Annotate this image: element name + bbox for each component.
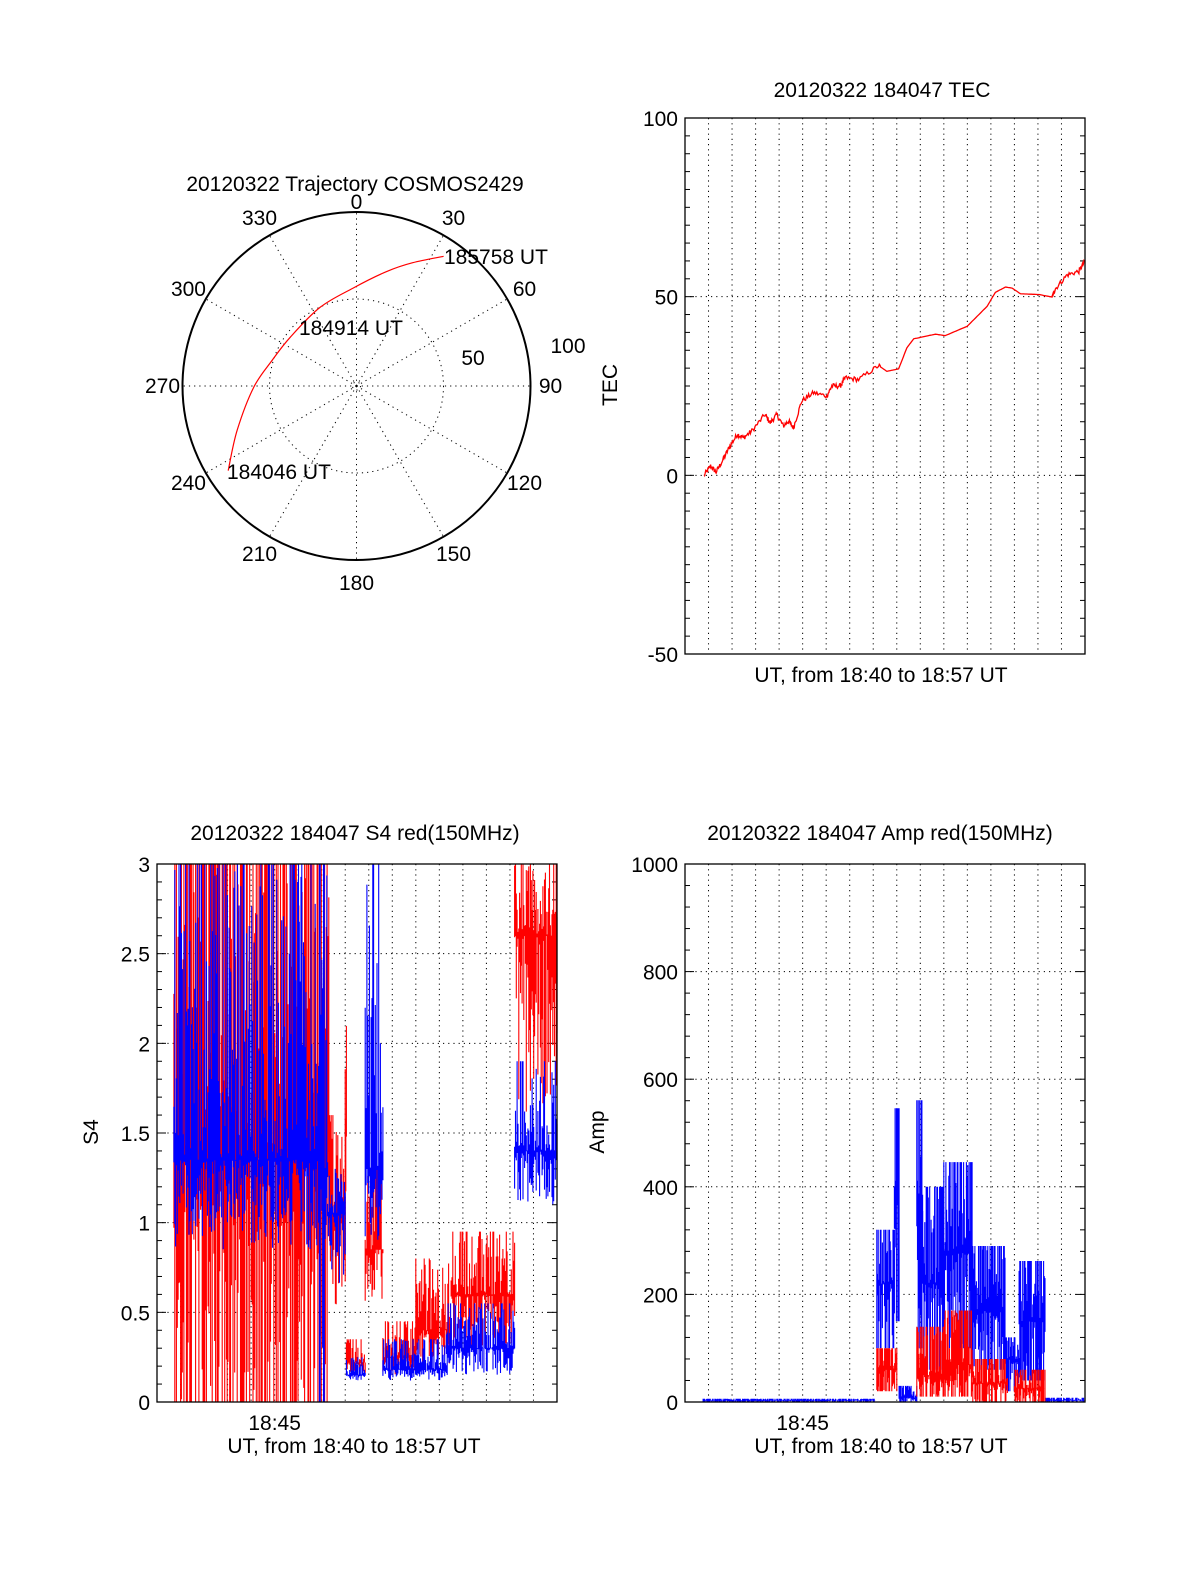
s4-ytick-label: 2 (138, 1033, 150, 1056)
polar-angle-labels: 0 30 60 90 120 150 180 210 240 270 300 330 (145, 191, 562, 595)
trajectory-polar-plot: 20120322 Trajectory COSMOS2429 0 30 60 90 12… (145, 173, 586, 595)
polar-spoke-30 (356, 235, 444, 387)
s4-title: 20120322 184047 S4 red(150MHz) (190, 822, 519, 845)
amp-ytick-label: 200 (643, 1284, 678, 1307)
amp-ytick-label: 800 (643, 962, 678, 985)
s4-ytick-label: 1.5 (121, 1123, 150, 1146)
s4-blue-segment (173, 864, 320, 1250)
amp-blue-segment (916, 1100, 924, 1349)
annotation-start-time: 184046 UT (227, 461, 331, 484)
polar-angle-label: 120 (507, 472, 542, 495)
s4-blue-segment (318, 864, 329, 1402)
tec-title: 20120322 184047 TEC (774, 79, 991, 102)
tec-ytick-label: -50 (648, 644, 678, 667)
polar-angle-label: 60 (513, 278, 536, 301)
polar-angle-label: 210 (242, 543, 277, 566)
polar-angle-label: 180 (339, 572, 374, 595)
polar-spoke-150 (356, 385, 444, 537)
amp-frame (684, 863, 1086, 1403)
tec-ytick-label: 100 (643, 108, 678, 131)
radial-label-50: 50 (461, 347, 484, 370)
tec-frame (684, 117, 1086, 655)
s4-ytick-label: 1 (138, 1213, 150, 1236)
amp-red-segment (971, 1359, 1008, 1402)
amp-xlabel: UT, from 18:40 to 18:57 UT (754, 1435, 1007, 1458)
s4-blue-segment (327, 1168, 346, 1283)
s4-red-segment (364, 1168, 384, 1301)
polar-angle-label: 330 (242, 207, 277, 230)
polar-angle-label: 30 (442, 207, 465, 230)
polar-spoke-330 (269, 235, 357, 387)
polar-center-ring (352, 381, 361, 391)
amp-ytick-label: 0 (666, 1392, 678, 1415)
amp-ylabel: Amp (586, 1110, 609, 1153)
polar-angle-label: 90 (539, 375, 562, 398)
polar-angle-label: 300 (171, 278, 206, 301)
polar-spoke-120 (356, 385, 508, 474)
tec-line (703, 258, 1086, 478)
polar-angle-label: 0 (351, 191, 363, 214)
amp-xtick-label: 18:45 (776, 1412, 829, 1435)
amp-blue-segment (702, 1398, 876, 1402)
amp-blue-segment (898, 1385, 918, 1402)
s4-ytick-label: 0.5 (121, 1302, 150, 1325)
polar-spoke-300 (205, 298, 357, 387)
annotation-end-time: 185758 UT (444, 246, 548, 269)
s4-blue-segment (382, 1339, 447, 1381)
polar-outer-circle (181, 211, 532, 561)
s4-xtick-label: 18:45 (248, 1412, 301, 1435)
amp-blue-segment (893, 1108, 900, 1322)
s4-frame (156, 863, 558, 1403)
tec-ytick-label: 0 (666, 465, 678, 488)
tec-xlabel: UT, from 18:40 to 18:57 UT (754, 664, 1007, 687)
s4-red-segment (345, 1339, 366, 1375)
trajectory-title: 20120322 Trajectory COSMOS2429 (186, 173, 523, 196)
amp-red-segment (1013, 1369, 1046, 1402)
amp-red-segment (943, 1310, 973, 1397)
s4-blue-segment (364, 864, 384, 1240)
polar-spoke-240 (205, 385, 357, 474)
polar-angle-label: 240 (171, 472, 206, 495)
polar-angle-label: 150 (436, 543, 471, 566)
polar-ring-50 (269, 298, 444, 474)
s4-blue-segment (514, 1061, 558, 1205)
annotation-closest-time: 184914 UT (299, 317, 403, 340)
amp-red-segment (876, 1348, 898, 1392)
amp-blue-segment (922, 1186, 945, 1370)
tec-ylabel: TEC (599, 364, 622, 406)
amp-title: 20120322 184047 Amp red(150MHz) (707, 822, 1053, 845)
s4-plot: 20120322 184047 S4 red(150MHz) UT, from … (80, 822, 558, 1458)
s4-ytick-label: 2.5 (121, 944, 150, 967)
trajectory-line (227, 255, 444, 471)
amp-plot: 20120322 184047 Amp red(150MHz) UT, from… (586, 822, 1086, 1458)
amp-ytick-label: 400 (643, 1177, 678, 1200)
polar-angle-label: 270 (145, 375, 180, 398)
s4-ytick-label: 3 (138, 854, 150, 877)
amp-red-segment (916, 1326, 945, 1397)
amp-blue-segment (943, 1162, 973, 1349)
amp-blue-segment (1018, 1261, 1046, 1381)
polar-grid (181, 211, 532, 561)
amp-blue-segment (971, 1246, 1006, 1370)
s4-blue-segment (345, 1357, 366, 1381)
radial-label-100: 100 (550, 335, 585, 358)
s4-blue-segment (445, 1303, 516, 1375)
amp-blue-segment (876, 1229, 895, 1349)
s4-xlabel: UT, from 18:40 to 18:57 UT (227, 1435, 480, 1458)
s4-ytick-label: 0 (138, 1392, 150, 1415)
amp-ytick-label: 600 (643, 1069, 678, 1092)
tec-ytick-label: 50 (655, 287, 678, 310)
amp-ytick-label: 1000 (631, 854, 678, 877)
trajectory-series (227, 255, 444, 471)
tec-plot: 20120322 184047 TEC UT, from 18:40 to 18… (599, 79, 1086, 687)
s4-ylabel: S4 (80, 1119, 103, 1145)
s4-red-segment (514, 864, 558, 1112)
